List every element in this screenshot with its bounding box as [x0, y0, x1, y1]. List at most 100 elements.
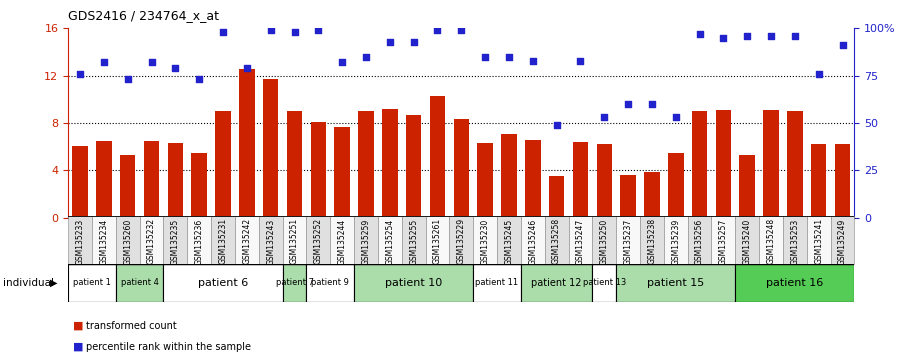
Text: GSM135242: GSM135242: [243, 218, 252, 264]
Bar: [735, 264, 854, 302]
Bar: [92, 216, 115, 264]
Point: [383, 39, 397, 44]
Bar: [692, 111, 707, 218]
Text: patient 4: patient 4: [121, 278, 158, 287]
Text: GSM135255: GSM135255: [409, 218, 418, 264]
Bar: [96, 141, 112, 218]
Point: [96, 59, 111, 65]
Text: GSM135241: GSM135241: [814, 218, 824, 264]
Bar: [573, 142, 588, 218]
Text: GSM135239: GSM135239: [671, 218, 680, 264]
Text: GSM135249: GSM135249: [838, 218, 847, 264]
Text: GSM135261: GSM135261: [433, 218, 442, 264]
Bar: [831, 216, 854, 264]
Text: GSM135245: GSM135245: [504, 218, 514, 264]
Text: GSM135240: GSM135240: [743, 218, 752, 264]
Text: GSM135257: GSM135257: [719, 218, 728, 264]
Text: GSM135232: GSM135232: [147, 218, 156, 264]
Text: patient 12: patient 12: [532, 278, 582, 288]
Text: GSM135244: GSM135244: [337, 218, 346, 264]
Text: GSM135231: GSM135231: [218, 218, 227, 264]
Point: [406, 39, 421, 44]
Point: [215, 29, 230, 35]
Text: patient 1: patient 1: [73, 278, 111, 287]
Bar: [140, 216, 164, 264]
Bar: [378, 216, 402, 264]
Text: patient 13: patient 13: [583, 278, 626, 287]
Bar: [616, 264, 735, 302]
Bar: [620, 175, 636, 218]
Bar: [807, 216, 831, 264]
Text: GSM135259: GSM135259: [362, 218, 371, 264]
Point: [287, 29, 302, 35]
Text: GSM135237: GSM135237: [624, 218, 633, 264]
Text: GSM135260: GSM135260: [124, 218, 132, 264]
Bar: [68, 264, 115, 302]
Bar: [477, 143, 493, 218]
Text: patient 6: patient 6: [198, 278, 248, 288]
Bar: [783, 216, 807, 264]
Bar: [668, 153, 684, 218]
Bar: [211, 216, 235, 264]
Point: [764, 33, 778, 39]
Bar: [640, 216, 664, 264]
Text: GSM135253: GSM135253: [791, 218, 799, 264]
Bar: [192, 153, 207, 218]
Bar: [73, 145, 88, 218]
Point: [693, 31, 707, 37]
Text: GSM135246: GSM135246: [528, 218, 537, 264]
Text: individual: individual: [3, 278, 54, 288]
Bar: [164, 216, 187, 264]
Bar: [688, 216, 712, 264]
Bar: [402, 216, 425, 264]
Text: GSM135247: GSM135247: [576, 218, 585, 264]
Point: [812, 71, 826, 76]
Text: ■: ■: [73, 321, 84, 331]
Bar: [787, 111, 803, 218]
Bar: [330, 216, 355, 264]
Point: [549, 122, 564, 128]
Bar: [474, 216, 497, 264]
Bar: [715, 110, 731, 218]
Text: GSM135233: GSM135233: [75, 218, 85, 264]
Text: ▶: ▶: [50, 278, 57, 288]
Bar: [306, 264, 355, 302]
Point: [716, 35, 731, 41]
Bar: [187, 216, 211, 264]
Bar: [497, 216, 521, 264]
Point: [478, 54, 493, 59]
Point: [335, 59, 349, 65]
Point: [311, 27, 325, 33]
Bar: [454, 119, 469, 218]
Text: patient 7: patient 7: [275, 278, 314, 287]
Point: [621, 101, 635, 107]
Bar: [644, 172, 660, 218]
Bar: [712, 216, 735, 264]
Point: [502, 54, 516, 59]
Point: [73, 71, 87, 76]
Text: GSM135250: GSM135250: [600, 218, 609, 264]
Text: GSM135256: GSM135256: [695, 218, 704, 264]
Text: GSM135252: GSM135252: [314, 218, 323, 264]
Bar: [425, 216, 449, 264]
Bar: [358, 111, 374, 218]
Bar: [335, 127, 350, 218]
Point: [787, 33, 802, 39]
Text: GSM135236: GSM135236: [195, 218, 204, 264]
Text: GSM135234: GSM135234: [99, 218, 108, 264]
Bar: [544, 216, 568, 264]
Bar: [521, 264, 593, 302]
Point: [192, 76, 206, 82]
Bar: [144, 141, 159, 218]
Text: GDS2416 / 234764_x_at: GDS2416 / 234764_x_at: [68, 9, 219, 22]
Bar: [759, 216, 783, 264]
Text: GSM135258: GSM135258: [552, 218, 561, 264]
Text: patient 16: patient 16: [766, 278, 824, 288]
Bar: [521, 216, 544, 264]
Point: [264, 27, 278, 33]
Bar: [115, 264, 164, 302]
Point: [835, 42, 850, 48]
Point: [454, 27, 468, 33]
Point: [668, 114, 683, 120]
Bar: [283, 264, 306, 302]
